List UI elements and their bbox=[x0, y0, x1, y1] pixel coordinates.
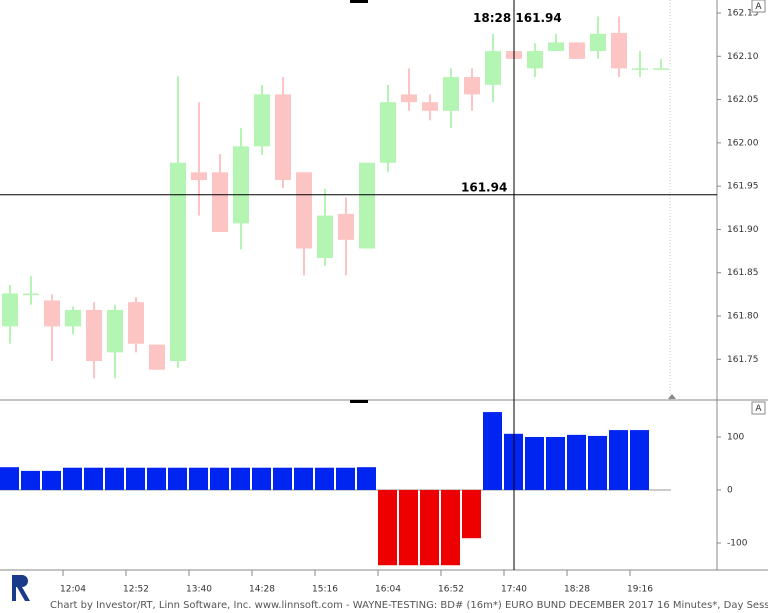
bar bbox=[609, 430, 628, 490]
bar bbox=[567, 434, 586, 490]
scale-button[interactable] bbox=[751, 0, 766, 13]
bar bbox=[105, 467, 124, 490]
bar bbox=[315, 467, 334, 490]
x-tick-label: 13:40 bbox=[186, 585, 212, 595]
candle-body bbox=[170, 162, 186, 362]
bar bbox=[273, 467, 292, 490]
candle-body bbox=[296, 172, 312, 249]
bar bbox=[399, 489, 418, 566]
bar bbox=[336, 467, 355, 490]
candle-body bbox=[149, 344, 165, 370]
y-tick-label: 161.95 bbox=[727, 182, 759, 192]
bar bbox=[0, 467, 19, 490]
bar bbox=[441, 489, 460, 566]
candle-body bbox=[632, 68, 648, 70]
bar bbox=[294, 467, 313, 490]
candle-body bbox=[2, 293, 18, 327]
candle-body bbox=[569, 42, 585, 59]
y-tick-label: 161.75 bbox=[727, 355, 759, 365]
y-tick-label: 162.00 bbox=[727, 138, 759, 148]
x-tick-label: 12:52 bbox=[123, 585, 149, 595]
pane-handle bbox=[350, 0, 368, 3]
bar bbox=[168, 467, 187, 490]
logo bbox=[12, 575, 30, 601]
y-tick-label: 0 bbox=[727, 485, 733, 495]
x-tick-label: 17:40 bbox=[501, 585, 527, 595]
candle-body bbox=[338, 213, 354, 240]
y-tick-label: -100 bbox=[727, 538, 748, 548]
y-tick-label: 161.80 bbox=[727, 312, 759, 322]
bar bbox=[462, 489, 481, 539]
candle-body bbox=[191, 172, 207, 181]
bar bbox=[420, 489, 439, 566]
scale-button-label[interactable]: A bbox=[755, 404, 762, 414]
bar bbox=[357, 467, 376, 490]
bar bbox=[483, 412, 502, 490]
y-tick-label: 162.10 bbox=[727, 52, 759, 62]
bar bbox=[525, 436, 544, 490]
x-tick-label: 14:28 bbox=[249, 585, 275, 595]
bar bbox=[42, 470, 61, 490]
candle-body bbox=[401, 94, 417, 103]
bar bbox=[252, 467, 271, 490]
bar bbox=[546, 436, 565, 490]
y-tick-label: 162.05 bbox=[727, 95, 759, 105]
bar bbox=[378, 489, 397, 566]
x-tick-label: 18:28 bbox=[564, 585, 590, 595]
bar bbox=[189, 467, 208, 490]
candle-body bbox=[380, 102, 396, 163]
bar bbox=[588, 435, 607, 490]
bar bbox=[210, 467, 229, 490]
marker bbox=[668, 394, 676, 399]
candle-body bbox=[653, 68, 669, 70]
bar bbox=[21, 470, 40, 490]
crosshair-price: 161.94 bbox=[515, 11, 561, 25]
candle-body bbox=[422, 102, 438, 111]
candle-body bbox=[128, 302, 144, 344]
scale-button[interactable] bbox=[751, 401, 766, 415]
y-tick-label: 161.85 bbox=[727, 268, 759, 278]
candle-body bbox=[548, 42, 564, 52]
bar bbox=[630, 430, 649, 490]
candle-body bbox=[107, 309, 123, 353]
candle-body bbox=[611, 32, 627, 69]
candle-body bbox=[23, 293, 39, 296]
scale-button-label[interactable]: A bbox=[755, 2, 762, 12]
candle-body bbox=[212, 172, 228, 233]
crosshair-readout: 18:28 161.94 bbox=[473, 11, 562, 25]
candle-body bbox=[590, 33, 606, 52]
y-tick-label: 161.90 bbox=[727, 225, 759, 235]
candle-body bbox=[86, 309, 102, 362]
candle-body bbox=[44, 300, 60, 327]
candle-body bbox=[485, 51, 501, 85]
candle-body bbox=[443, 77, 459, 111]
x-tick-label: 16:04 bbox=[375, 585, 401, 595]
candle-body bbox=[464, 77, 480, 95]
candle-body bbox=[65, 309, 81, 327]
bar bbox=[231, 467, 250, 490]
candle-body bbox=[233, 146, 249, 224]
bar bbox=[147, 467, 166, 490]
bar bbox=[126, 467, 145, 490]
x-tick-label: 16:52 bbox=[438, 585, 464, 595]
x-tick-label: 19:16 bbox=[627, 585, 653, 595]
candle-body bbox=[254, 94, 270, 147]
y-tick-label: 100 bbox=[727, 432, 744, 442]
candle-body bbox=[275, 94, 291, 181]
candle-body bbox=[527, 51, 543, 69]
y-tick-label: 162.15 bbox=[727, 8, 759, 18]
bar bbox=[63, 467, 82, 490]
footer: Chart by Investor/RT, Linn Software, Inc… bbox=[50, 600, 768, 611]
crosshair-label: 161.94 bbox=[461, 180, 507, 194]
crosshair-time: 18:28 bbox=[473, 11, 511, 25]
pane-handle bbox=[350, 400, 368, 403]
candle-body bbox=[317, 215, 333, 259]
bar bbox=[84, 467, 103, 490]
candle-body bbox=[359, 162, 375, 249]
x-tick-label: 15:16 bbox=[312, 585, 338, 595]
x-tick-label: 12:04 bbox=[60, 585, 86, 595]
